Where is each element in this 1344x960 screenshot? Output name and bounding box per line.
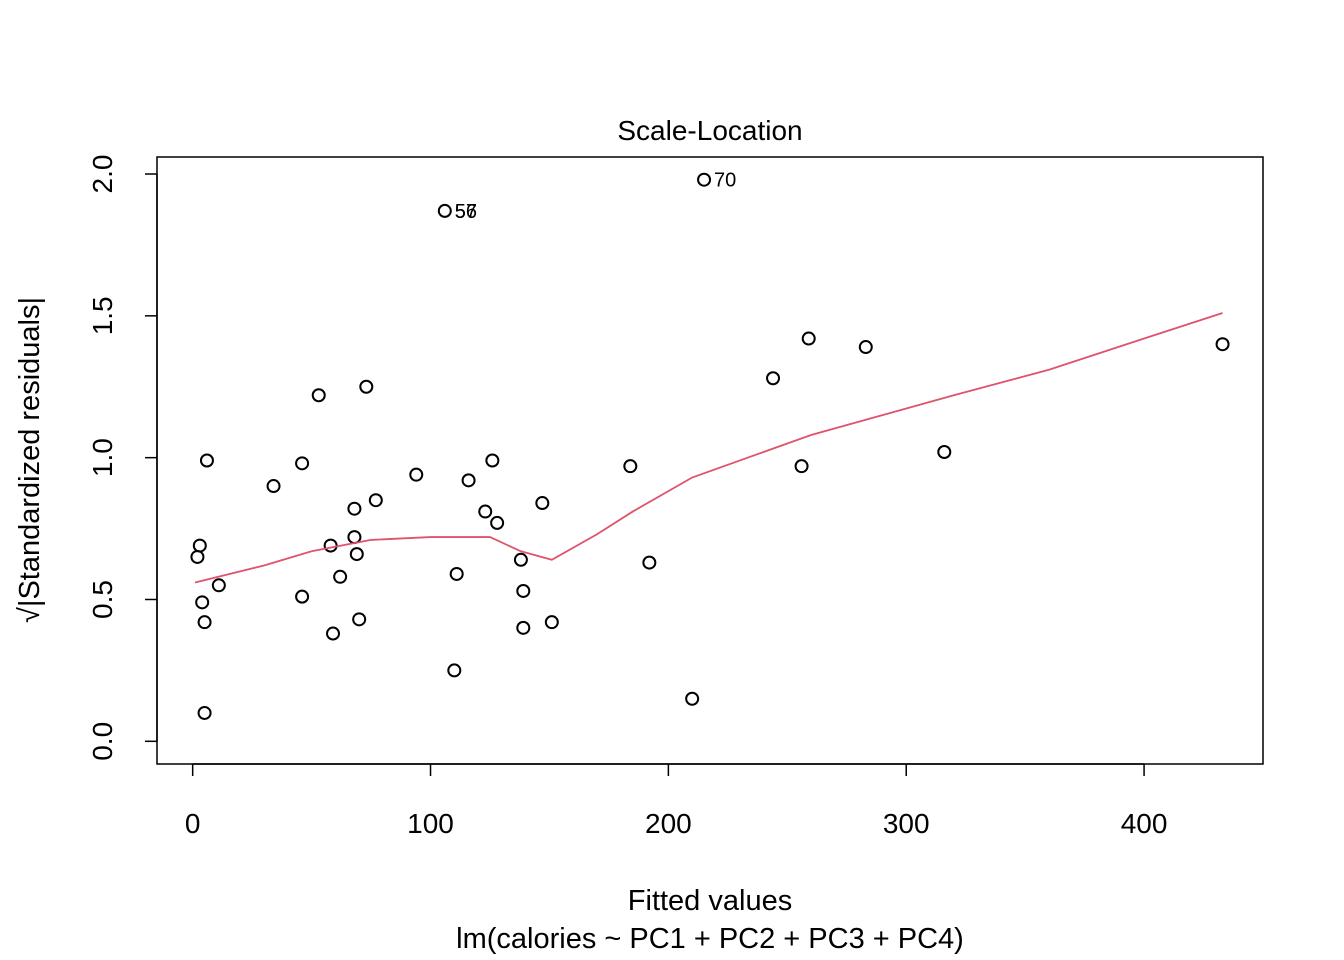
data-point bbox=[195, 595, 210, 610]
data-point bbox=[352, 612, 367, 627]
smoother-line bbox=[194, 312, 1223, 584]
data-point bbox=[333, 569, 348, 584]
data-point bbox=[490, 515, 505, 530]
data-point bbox=[623, 459, 638, 474]
data-point bbox=[544, 615, 559, 630]
data-point bbox=[937, 444, 952, 459]
y-axis-label: √|Standardized residuals| bbox=[14, 297, 46, 623]
data-point bbox=[447, 663, 462, 678]
point-label: 70 bbox=[714, 170, 736, 192]
data-point bbox=[766, 371, 781, 386]
chart-subtitle: lm(calories ~ PC1 + PC2 + PC3 + PC4) bbox=[456, 923, 964, 955]
data-point bbox=[197, 705, 212, 720]
y-axis: 0.0 0.5 1.0 1.5 2.0 bbox=[87, 155, 158, 761]
data-point bbox=[449, 566, 464, 581]
data-point bbox=[478, 504, 493, 519]
x-tick-label: 100 bbox=[407, 808, 454, 839]
data-points bbox=[190, 172, 1230, 720]
data-point bbox=[409, 467, 424, 482]
data-point bbox=[192, 538, 207, 553]
x-tick-label: 400 bbox=[1121, 808, 1168, 839]
data-point bbox=[513, 552, 528, 567]
data-point bbox=[190, 549, 205, 564]
data-point bbox=[535, 496, 550, 511]
data-point bbox=[359, 379, 374, 394]
x-tick-label: 300 bbox=[883, 808, 930, 839]
data-point bbox=[437, 203, 452, 218]
data-point bbox=[794, 459, 809, 474]
data-point bbox=[1215, 337, 1230, 352]
data-point bbox=[516, 620, 531, 635]
plot-frame bbox=[156, 156, 1264, 765]
x-axis: 0 100 200 300 400 bbox=[185, 763, 1168, 839]
data-point bbox=[516, 583, 531, 598]
y-tick-label: 1.5 bbox=[87, 296, 118, 335]
x-tick-label: 0 bbox=[185, 808, 201, 839]
data-point bbox=[697, 172, 712, 187]
data-point bbox=[266, 479, 281, 494]
data-point bbox=[347, 530, 362, 545]
x-tick-label: 200 bbox=[645, 808, 692, 839]
chart-title: Scale-Location bbox=[617, 115, 802, 146]
data-point bbox=[642, 555, 657, 570]
y-tick-label: 2.0 bbox=[87, 155, 118, 194]
data-point bbox=[211, 578, 226, 593]
data-point bbox=[485, 453, 500, 468]
data-point bbox=[199, 453, 214, 468]
data-point bbox=[461, 473, 476, 488]
data-point bbox=[295, 456, 310, 471]
data-point bbox=[197, 615, 212, 630]
x-axis-label: Fitted values bbox=[628, 885, 792, 917]
data-point bbox=[347, 501, 362, 516]
point-label: 57 bbox=[455, 201, 477, 223]
data-point bbox=[295, 589, 310, 604]
y-tick-label: 0.0 bbox=[87, 722, 118, 761]
data-point bbox=[858, 340, 873, 355]
data-point bbox=[801, 331, 816, 346]
data-point bbox=[311, 388, 326, 403]
y-tick-label: 1.0 bbox=[87, 438, 118, 477]
data-point bbox=[323, 538, 338, 553]
data-point bbox=[368, 493, 383, 508]
data-point bbox=[349, 547, 364, 562]
y-tick-label: 0.5 bbox=[87, 580, 118, 619]
point-label: 56 bbox=[455, 201, 477, 223]
data-point bbox=[326, 626, 341, 641]
data-point bbox=[685, 691, 700, 706]
